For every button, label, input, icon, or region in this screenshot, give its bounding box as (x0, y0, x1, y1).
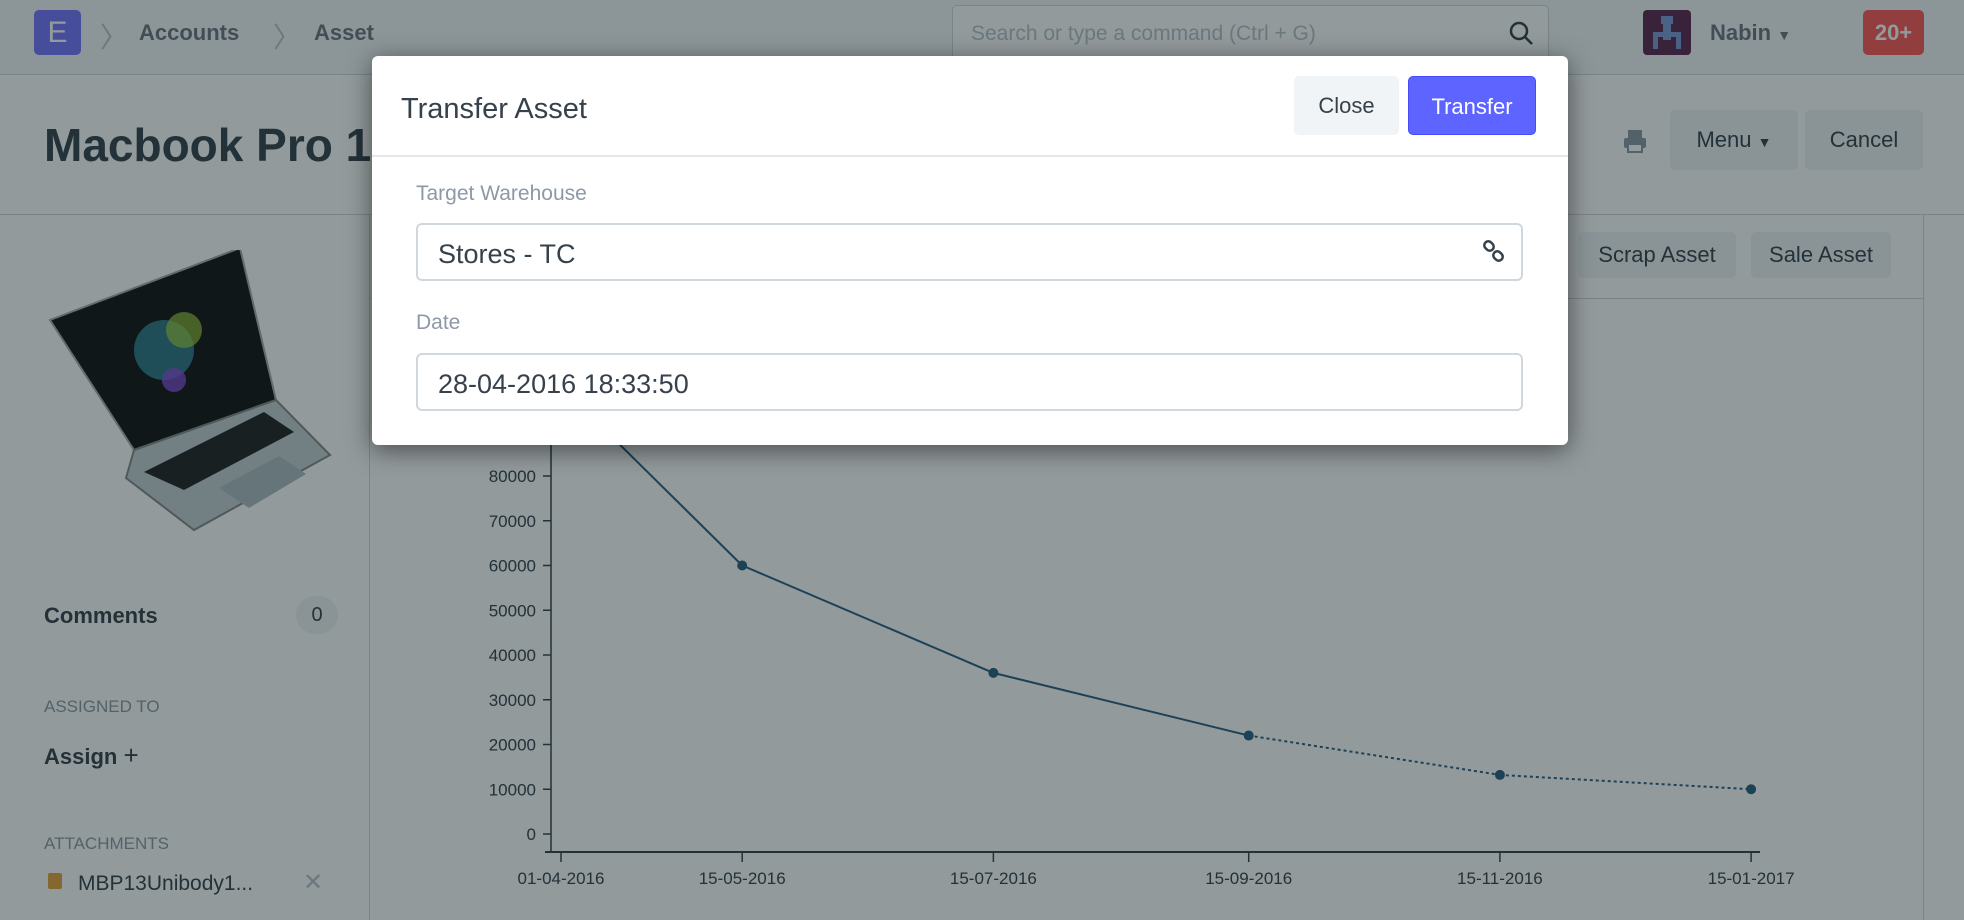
series-segment (741, 564, 994, 674)
transfer-asset-dialog: Transfer Asset Close Transfer Target War… (372, 56, 1568, 445)
x-tick-label: 15-09-2016 (1205, 869, 1292, 888)
search-icon[interactable] (1508, 20, 1534, 46)
date-input[interactable]: 28-04-2016 18:33:50 (416, 353, 1523, 411)
x-tick-label: 15-05-2016 (699, 869, 786, 888)
scrap-asset-button[interactable]: Scrap Asset (1578, 232, 1736, 278)
y-tick-label: 20000 (489, 736, 536, 755)
comments-count-badge: 0 (296, 596, 338, 634)
y-tick-label: 0 (527, 825, 536, 844)
date-label: Date (416, 311, 461, 334)
transfer-button[interactable]: Transfer (1408, 76, 1536, 135)
y-tick-label: 50000 (489, 601, 536, 620)
chevron-right-icon: 〉 (273, 22, 302, 53)
app-logo[interactable]: E (34, 10, 81, 55)
assign-button[interactable]: Assign + (44, 740, 139, 771)
assigned-to-heading: ASSIGNED TO (44, 697, 160, 716)
comments-label[interactable]: Comments (44, 603, 158, 628)
asset-image (48, 250, 332, 532)
attachments-heading: ATTACHMENTS (44, 834, 169, 853)
navbar: E 〉 Accounts 〉 Asset Search or type a co… (0, 0, 1964, 75)
caret-down-icon: ▼ (1757, 134, 1772, 150)
y-tick-label: 30000 (489, 691, 536, 710)
link-icon[interactable] (1481, 239, 1507, 265)
caret-down-icon: ▼ (1777, 27, 1792, 43)
user-menu[interactable]: Nabin ▼ (1710, 20, 1791, 46)
notifications-badge[interactable]: 20+ (1863, 10, 1924, 55)
y-tick-label: 80000 (489, 467, 536, 486)
data-point (988, 667, 999, 678)
remove-attachment-icon[interactable]: ✕ (303, 869, 324, 896)
target-warehouse-input[interactable]: Stores - TC (416, 223, 1523, 281)
y-tick-label: 40000 (489, 646, 536, 665)
search-input[interactable]: Search or type a command (Ctrl + G) (952, 5, 1549, 60)
sale-asset-button[interactable]: Sale Asset (1751, 232, 1891, 278)
x-tick-label: 15-11-2016 (1457, 869, 1543, 888)
x-tick-label: 15-07-2016 (950, 869, 1037, 888)
data-point (1746, 784, 1757, 795)
breadcrumb-accounts[interactable]: Accounts (139, 20, 240, 45)
menu-button[interactable]: Menu ▼ (1670, 110, 1798, 170)
series-segment (993, 671, 1249, 737)
plus-icon: + (123, 740, 139, 770)
sidebar-divider (369, 215, 370, 920)
depreciation-chart: 0 10000 20000 30000 40000 50000 60000 70000 8000… (489, 298, 1795, 888)
target-warehouse-label: Target Warehouse (416, 182, 587, 205)
main-divider (1923, 215, 1924, 920)
page-title: Macbook Pro 1 (44, 119, 372, 171)
x-tick-label: 01-04-2016 (518, 869, 605, 888)
breadcrumb-asset[interactable]: Asset (314, 20, 374, 45)
data-point (737, 560, 748, 571)
cancel-button[interactable]: Cancel (1805, 110, 1923, 170)
lock-icon (48, 873, 62, 889)
y-tick-label: 60000 (489, 557, 536, 576)
search-placeholder: Search or type a command (Ctrl + G) (971, 22, 1316, 45)
x-tick-label: 15-01-2017 (1708, 869, 1795, 888)
chevron-right-icon: 〉 (100, 22, 129, 53)
data-point (1494, 769, 1505, 780)
data-point (1243, 730, 1254, 741)
dialog-title: Transfer Asset (401, 93, 587, 125)
attachment-link[interactable]: MBP13Unibody1... (78, 872, 254, 895)
target-warehouse-value: Stores - TC (438, 239, 576, 269)
avatar[interactable] (1643, 10, 1691, 55)
assign-label: Assign (44, 744, 118, 769)
menu-label: Menu (1696, 127, 1752, 152)
print-icon[interactable] (1622, 128, 1648, 154)
date-value: 28-04-2016 18:33:50 (438, 369, 689, 399)
series-segment (1248, 734, 1501, 776)
y-tick-label: 10000 (489, 780, 536, 799)
close-button[interactable]: Close (1294, 76, 1399, 135)
y-tick-label: 70000 (489, 512, 536, 531)
user-name: Nabin (1710, 20, 1772, 45)
dialog-header: Transfer Asset Close Transfer (372, 56, 1568, 157)
